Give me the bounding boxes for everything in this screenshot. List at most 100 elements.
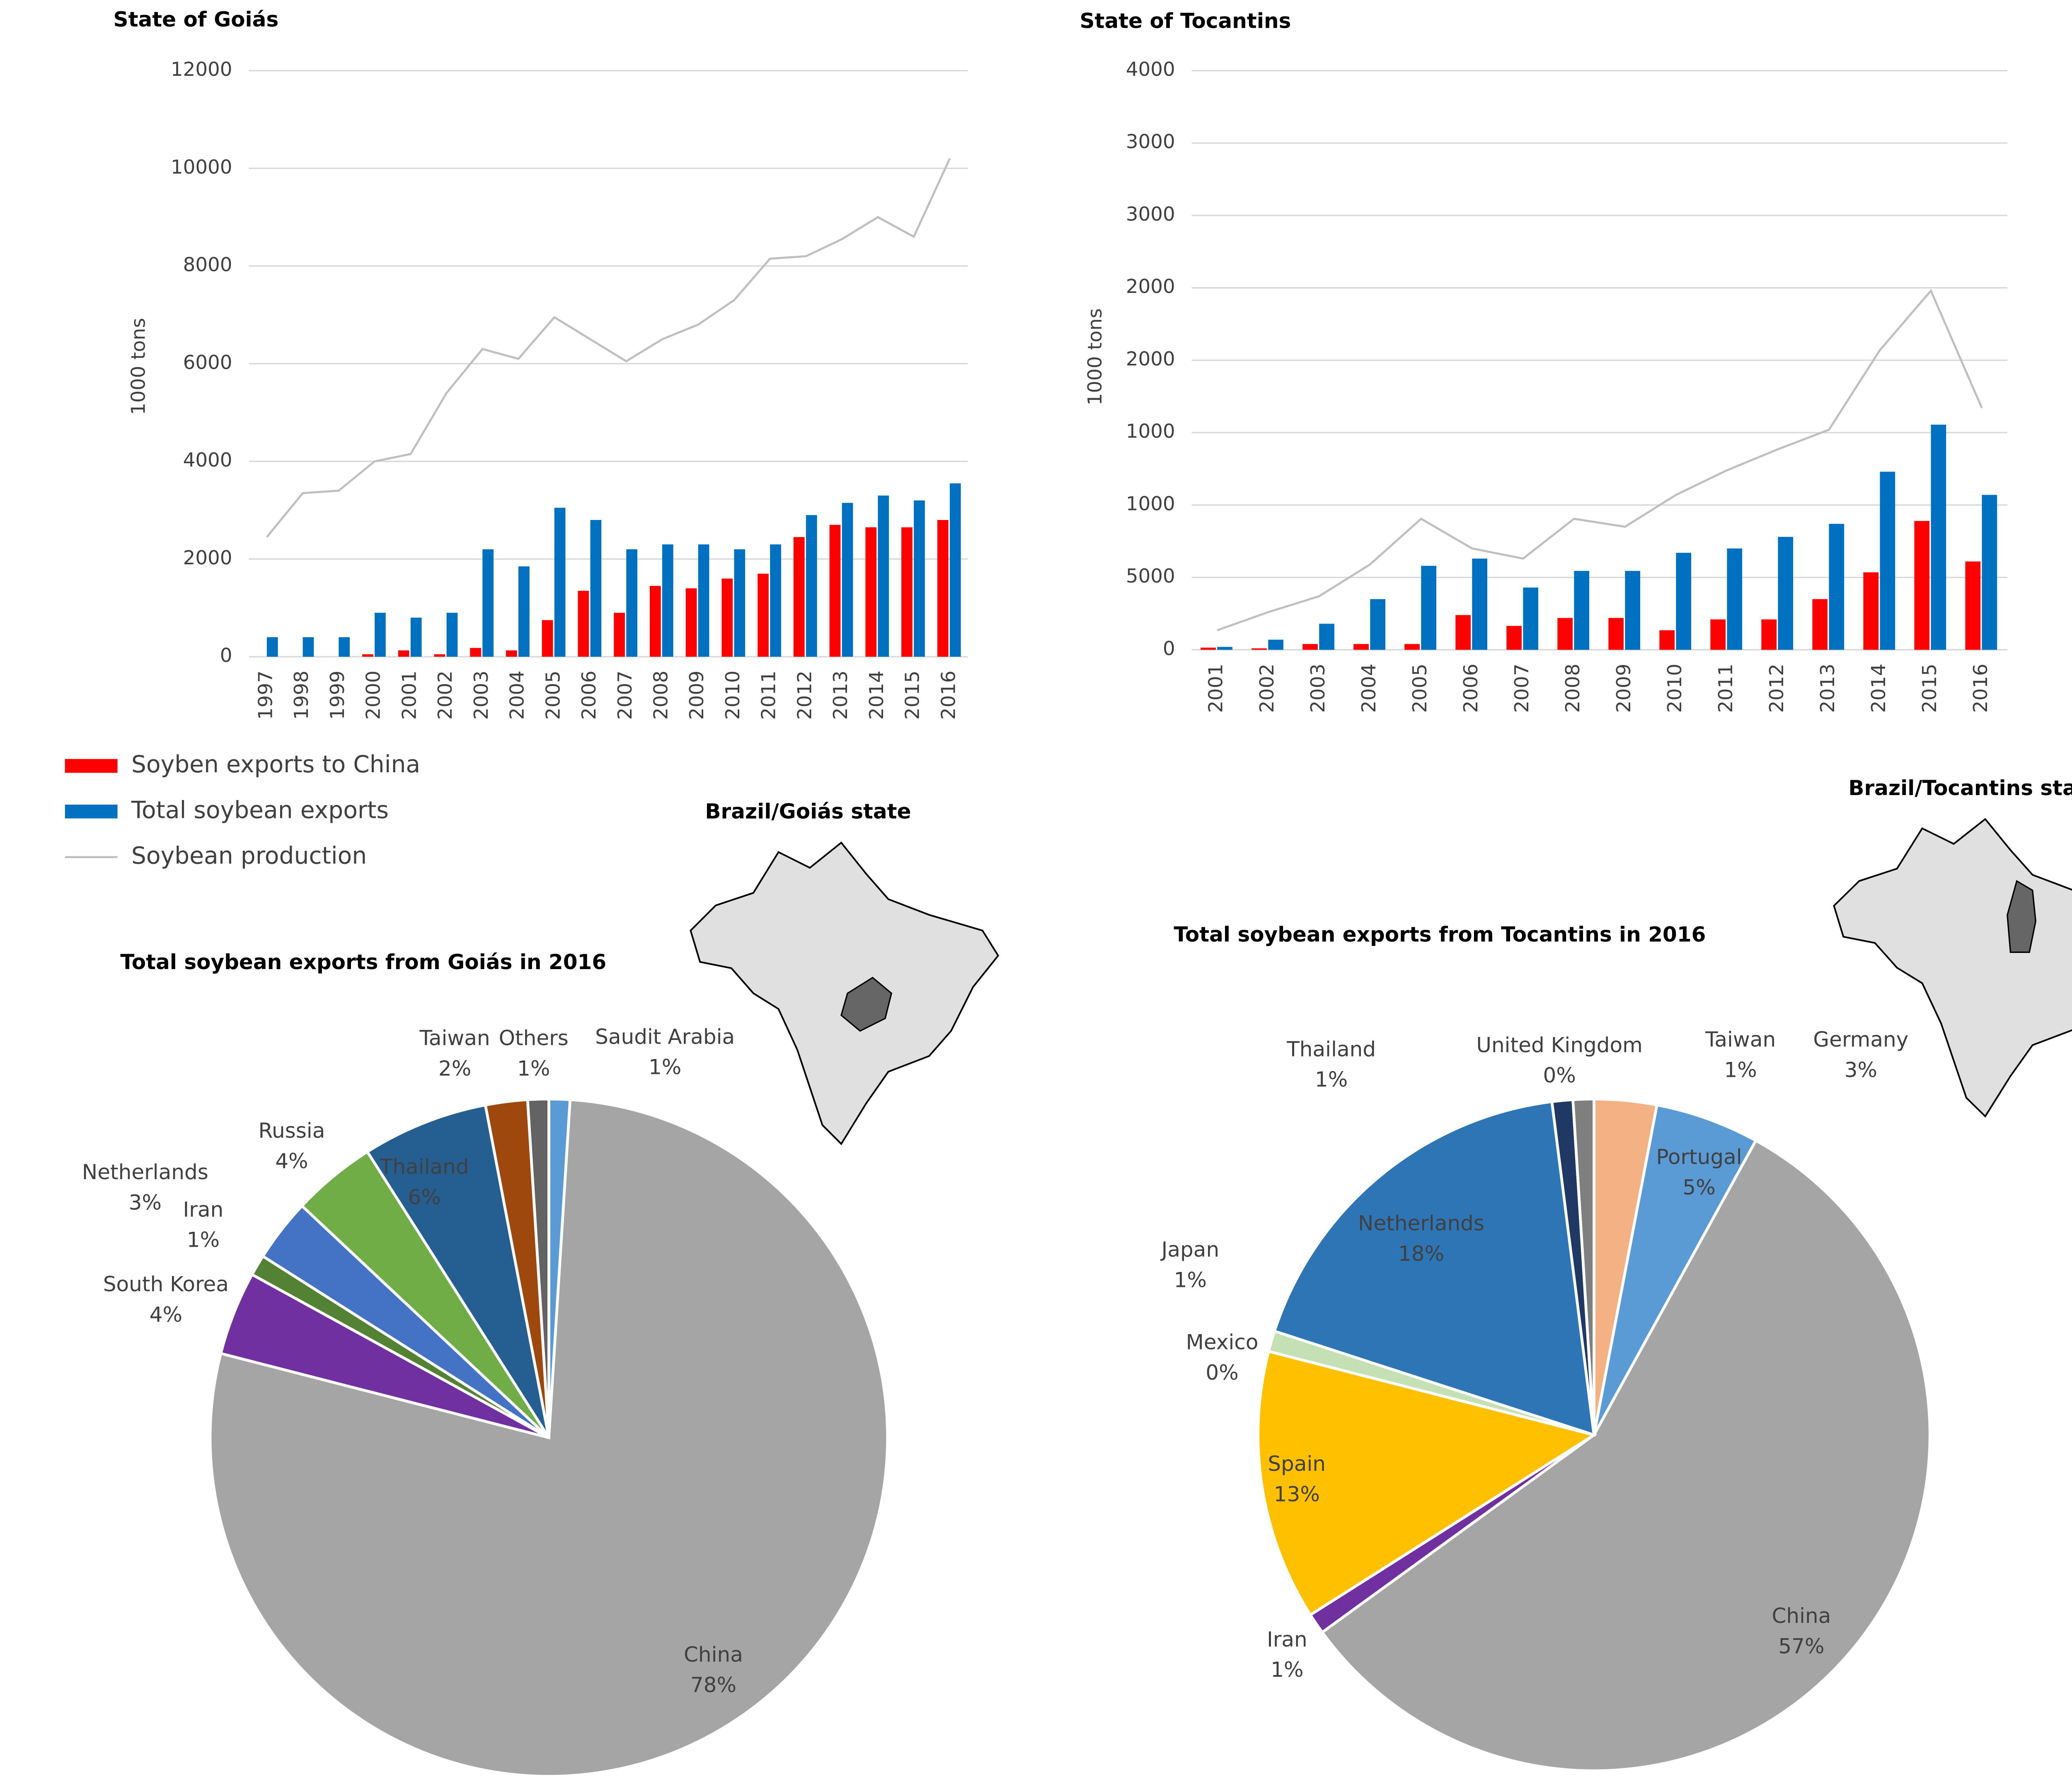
x-tick-label: 2005 xyxy=(542,670,564,720)
slice-value-label: 1% xyxy=(517,1057,550,1081)
bar xyxy=(542,620,553,657)
bar xyxy=(1625,571,1641,650)
slice-label: Germany xyxy=(1813,1028,1908,1052)
bar xyxy=(1863,572,1879,650)
legend-label: Soyben exports to China xyxy=(131,751,420,778)
bar xyxy=(949,483,961,657)
bar xyxy=(303,637,314,657)
pie-slice xyxy=(1593,1103,1758,1436)
x-tick-label: 2010 xyxy=(722,670,744,720)
bar xyxy=(878,496,889,657)
bar xyxy=(1761,619,1777,650)
slice-label: Saudit Arabia xyxy=(595,1025,735,1049)
slice-value-label: 1% xyxy=(1315,1068,1348,1092)
pie-slice xyxy=(1320,1139,1932,1772)
x-tick-label: 2013 xyxy=(1817,664,1839,713)
slice-value-label: 3% xyxy=(1844,1058,1877,1082)
pie-slice xyxy=(365,1103,550,1439)
bar xyxy=(410,617,422,657)
x-tick-label: 2016 xyxy=(937,670,960,720)
x-tick-label: 2005 xyxy=(1409,664,1431,713)
y-tick-label: 4000 xyxy=(1126,58,1175,81)
y-tick-label: 10000 xyxy=(171,156,232,179)
bar xyxy=(1659,630,1675,650)
slice-value-label: 13% xyxy=(1274,1482,1320,1506)
bar xyxy=(266,637,278,657)
x-tick-label: 2002 xyxy=(1256,664,1278,713)
map-title: Brazil/Tocantins state xyxy=(1848,776,2072,800)
bar xyxy=(446,612,458,657)
pie-slice xyxy=(300,1150,550,1439)
bar xyxy=(1965,561,1981,650)
bar xyxy=(1251,648,1267,650)
bar xyxy=(1676,553,1692,650)
bar xyxy=(1829,524,1844,650)
x-tick-label: 2000 xyxy=(363,670,385,720)
x-tick-label: 2009 xyxy=(686,670,708,720)
slice-value-label: 1% xyxy=(1271,1658,1303,1682)
bar xyxy=(1778,537,1794,650)
bar xyxy=(1931,424,1946,650)
pie-slice xyxy=(1256,1349,1598,1617)
y-axis-label: 1000 tons xyxy=(1084,308,1106,405)
y-tick-label: 0 xyxy=(220,645,232,667)
pie-slice xyxy=(1571,1098,1595,1435)
slice-label: Portugal xyxy=(1656,1145,1742,1169)
slice-value-label: 1% xyxy=(1174,1268,1207,1292)
pie-slice xyxy=(526,1098,550,1438)
bar xyxy=(1353,644,1369,650)
slice-value-label: 4% xyxy=(275,1149,308,1173)
slice-value-label: 3% xyxy=(129,1191,162,1215)
bar xyxy=(662,544,673,657)
y-axis-label: 1000 tons xyxy=(127,318,150,415)
y-tick-label: 1000 xyxy=(1126,493,1175,515)
slice-label: Mexico xyxy=(1186,1330,1259,1354)
chart-title: Total soybean exports from Goiás in 2016 xyxy=(120,950,606,974)
chart-title: Total soybean exports from Tocantins in … xyxy=(1174,922,1706,946)
bar xyxy=(1302,644,1318,650)
slice-label: Netherlands xyxy=(1358,1211,1484,1236)
chart-title: State of Goiás xyxy=(114,7,279,31)
bar xyxy=(1982,495,1997,650)
y-tick-label: 12000 xyxy=(171,58,232,81)
bar xyxy=(758,573,769,657)
slice-value-label: 0% xyxy=(1543,1064,1576,1088)
bar xyxy=(698,544,709,657)
y-tick-label: 6000 xyxy=(183,351,232,374)
map-country xyxy=(1833,818,2072,1118)
bar xyxy=(1421,566,1437,650)
x-tick-label: 1999 xyxy=(327,670,349,720)
bar xyxy=(590,520,602,657)
bar xyxy=(1914,521,1930,650)
slice-label: Spain xyxy=(1268,1452,1326,1476)
x-tick-label: 2007 xyxy=(614,670,637,720)
slice-label: United Kingdom xyxy=(1476,1033,1643,1057)
slice-label: Iran xyxy=(183,1197,224,1221)
y-tick-label: 2000 xyxy=(1126,348,1175,370)
slice-label: Netherlands xyxy=(82,1160,208,1184)
bar xyxy=(1217,647,1232,650)
slice-label: Others xyxy=(499,1026,569,1050)
bar xyxy=(1557,618,1573,650)
x-tick-label: 2004 xyxy=(506,670,529,720)
bar xyxy=(806,515,817,657)
slice-value-label: 1% xyxy=(187,1228,220,1252)
slice-label: China xyxy=(684,1643,743,1667)
bar xyxy=(482,549,494,657)
map-country xyxy=(690,841,1000,1146)
x-tick-label: 2011 xyxy=(758,670,780,720)
x-tick-label: 2012 xyxy=(794,670,816,720)
y-tick-label: 1000 xyxy=(1126,421,1175,443)
y-tick-label: 3000 xyxy=(1126,203,1175,225)
x-tick-label: 2015 xyxy=(1919,664,1941,713)
bar xyxy=(1268,639,1283,650)
x-tick-label: 2012 xyxy=(1766,664,1788,713)
chart-title: State of Tocantins xyxy=(1080,9,1291,33)
x-tick-label: 2002 xyxy=(434,670,457,720)
bar xyxy=(1727,548,1743,650)
x-tick-label: 2011 xyxy=(1715,664,1737,713)
bar xyxy=(865,527,877,657)
bar xyxy=(518,566,530,657)
slice-label: South Korea xyxy=(103,1272,229,1296)
y-tick-label: 2000 xyxy=(1126,276,1175,298)
